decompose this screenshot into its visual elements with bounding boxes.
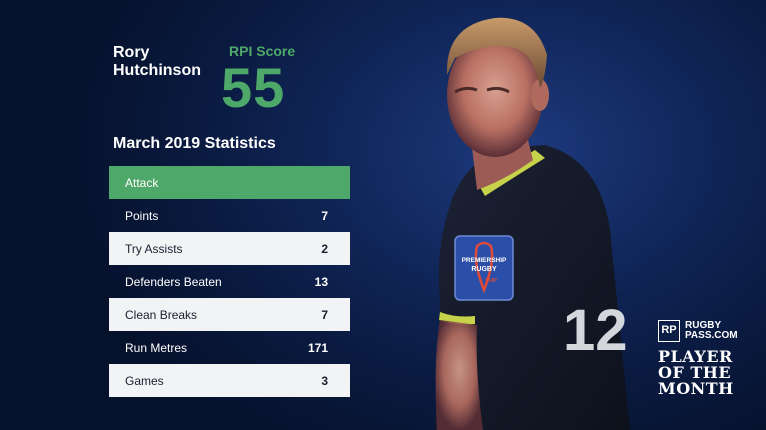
- table-row: Points 7: [109, 199, 350, 232]
- player-of-the-month-title: PLAYER OF THE MONTH: [658, 349, 734, 397]
- stat-label: Games: [125, 373, 164, 388]
- stat-label: Run Metres: [125, 340, 188, 355]
- table-row: Try Assists 2: [109, 232, 350, 265]
- rugbypass-mark-icon: RP: [658, 320, 680, 342]
- table-row: Games 3: [109, 364, 350, 397]
- stat-value: 3: [321, 373, 328, 388]
- stats-title: March 2019 Statistics: [113, 135, 276, 152]
- table-row: Defenders Beaten 13: [109, 265, 350, 298]
- potm-line3: MONTH: [658, 379, 734, 398]
- table-row: Clean Breaks 7: [109, 298, 350, 331]
- brand-text: RUGBY PASS.COM: [685, 321, 738, 341]
- player-photo: PREMIERSHIP RUGBY CUP 12: [435, 17, 630, 430]
- table-row: Run Metres 171: [109, 331, 350, 364]
- stat-value: 171: [307, 340, 328, 355]
- stat-label: Try Assists: [125, 241, 183, 256]
- player-first-name: Rory: [113, 44, 150, 61]
- stats-header-row: Attack: [109, 166, 350, 199]
- potm-line1: PLAYER: [658, 347, 733, 366]
- potm-line2: OF THE: [658, 363, 732, 382]
- stat-label: Clean Breaks: [125, 307, 198, 322]
- jersey-number: 12: [563, 298, 628, 363]
- rpi-score-label: RPI Score: [229, 43, 296, 59]
- badge-line2: RUGBY: [471, 266, 497, 273]
- brand-line2: PASS.COM: [685, 330, 738, 341]
- player-name: Rory Hutchinson: [113, 44, 223, 80]
- premiership-rugby-cup-badge: PREMIERSHIP RUGBY CUP: [454, 235, 514, 301]
- player-last-name: Hutchinson: [113, 62, 201, 79]
- brand-line1: RUGBY: [685, 320, 722, 331]
- stats-header-label: Attack: [125, 175, 159, 190]
- stat-value: 7: [321, 208, 328, 223]
- stat-label: Points: [125, 208, 159, 223]
- stat-label: Defenders Beaten: [125, 274, 222, 289]
- badge-line3: CUP: [485, 278, 497, 284]
- stat-value: 13: [314, 274, 328, 289]
- badge-line1: PREMIERSHIP: [462, 257, 507, 264]
- rpi-score-value: 55: [221, 56, 286, 119]
- stat-value: 2: [321, 241, 328, 256]
- stat-value: 7: [321, 307, 328, 322]
- stats-table: Attack Points 7 Try Assists 2 Defenders …: [109, 166, 350, 397]
